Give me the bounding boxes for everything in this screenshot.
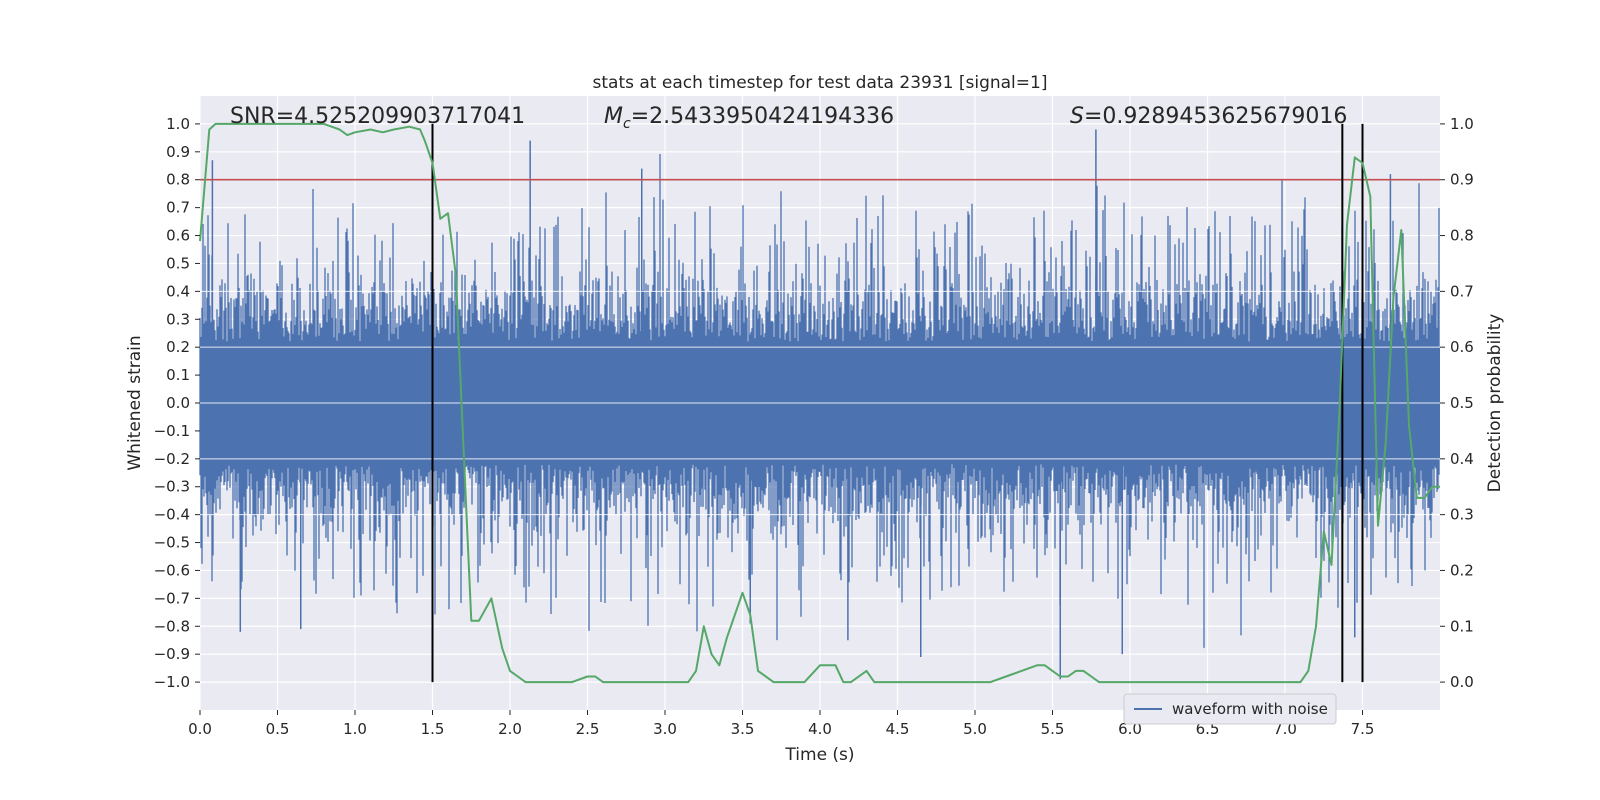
x-tick-label: 1.0: [343, 720, 367, 738]
y-axis-label-left: Whitened strain: [125, 335, 145, 470]
legend-entry-waveform: waveform with noise: [1172, 700, 1328, 718]
y-right-tick-label: 0.3: [1450, 506, 1474, 524]
detection-probability-line: [199, 122, 1440, 684]
y-left-tick-label: −0.5: [154, 534, 190, 552]
x-tick-label: 3.0: [653, 720, 677, 738]
y-left-tick-label: 0.1: [166, 366, 190, 384]
y-right-tick-label: 0.7: [1450, 282, 1474, 300]
y-right-tick-label: 0.8: [1450, 227, 1474, 245]
y-left-tick-label: 0.4: [166, 282, 190, 300]
y-axis-label-right: Detection probability: [1485, 314, 1505, 493]
y-left-tick-label: 0.3: [166, 310, 190, 328]
y-left-tick-label: 0.8: [166, 171, 190, 189]
snr-annotation: SNR=4.525209903717041: [230, 104, 525, 129]
score-annotation: S=0.9289453625679016: [1070, 104, 1347, 129]
y-left-tick-label: −0.8: [154, 617, 190, 635]
y-left-tick-label: −0.4: [154, 506, 190, 524]
x-tick-label: 4.0: [808, 720, 832, 738]
right-axis-ticks: 1.0 0.9 0.8 0.7 0.6 0.5 0.4 0.3 0.2 0.1 0.0: [1440, 115, 1474, 691]
y-left-tick-label: −1.0: [154, 673, 190, 691]
x-tick-label: 1.5: [421, 720, 445, 738]
waveform-series: [199, 129, 1440, 680]
chirp-mass-annotation: Mc=2.5433950424194336: [604, 104, 894, 132]
legend-box: [1123, 693, 1337, 725]
x-tick-label: 0.0: [188, 720, 212, 738]
y-right-tick-label: 0.4: [1450, 450, 1474, 468]
y-right-tick-label: 0.9: [1450, 171, 1474, 189]
x-tick-label: 5.5: [1041, 720, 1065, 738]
y-right-tick-label: 0.6: [1450, 338, 1474, 356]
y-right-tick-label: 1.0: [1450, 115, 1474, 133]
chart-title: stats at each timestep for test data 239…: [593, 73, 1048, 93]
y-left-tick-label: 0.2: [166, 338, 190, 356]
y-left-tick-label: 0.7: [166, 199, 190, 217]
y-right-tick-label: 0.5: [1450, 394, 1474, 412]
y-right-tick-label: 0.2: [1450, 561, 1474, 579]
y-left-tick-label: −0.3: [154, 478, 190, 496]
y-left-tick-label: −0.6: [154, 561, 190, 579]
y-left-tick-label: 0.0: [166, 394, 190, 412]
y-left-tick-label: −0.7: [154, 589, 190, 607]
x-tick-label: 2.5: [576, 720, 600, 738]
x-axis-ticks: 0.0 0.5 1.0 1.5 2.0 2.5 3.0 3.5 4.0 4.5 5.0 5.5 6.0 6…: [188, 710, 1374, 738]
y-left-tick-label: −0.1: [154, 422, 190, 440]
y-left-tick-label: 0.9: [166, 143, 190, 161]
left-axis-ticks: 1.0 0.9 0.8 0.7 0.6 0.5 0.4 0.3 0.2 0.1 0.0 −0.1 −0.…: [154, 115, 200, 691]
x-tick-label: 3.5: [731, 720, 755, 738]
legend: waveform with noise: [1123, 693, 1337, 725]
y-left-tick-label: −0.9: [154, 645, 190, 663]
y-right-tick-label: 0.1: [1450, 617, 1474, 635]
x-tick-label: 5.0: [963, 720, 987, 738]
overlay-lines: [200, 123, 1440, 683]
y-left-tick-label: 1.0: [166, 115, 190, 133]
x-tick-label: 7.5: [1351, 720, 1375, 738]
y-left-tick-label: 0.6: [166, 227, 190, 245]
x-tick-label: 0.5: [266, 720, 290, 738]
x-tick-label: 4.5: [886, 720, 910, 738]
y-left-tick-label: −0.2: [154, 450, 190, 468]
x-axis-label: Time (s): [784, 745, 854, 765]
y-left-tick-label: 0.5: [166, 254, 190, 272]
x-tick-label: 2.0: [498, 720, 522, 738]
y-right-tick-label: 0.0: [1450, 673, 1474, 691]
probability-series: [199, 122, 1440, 684]
